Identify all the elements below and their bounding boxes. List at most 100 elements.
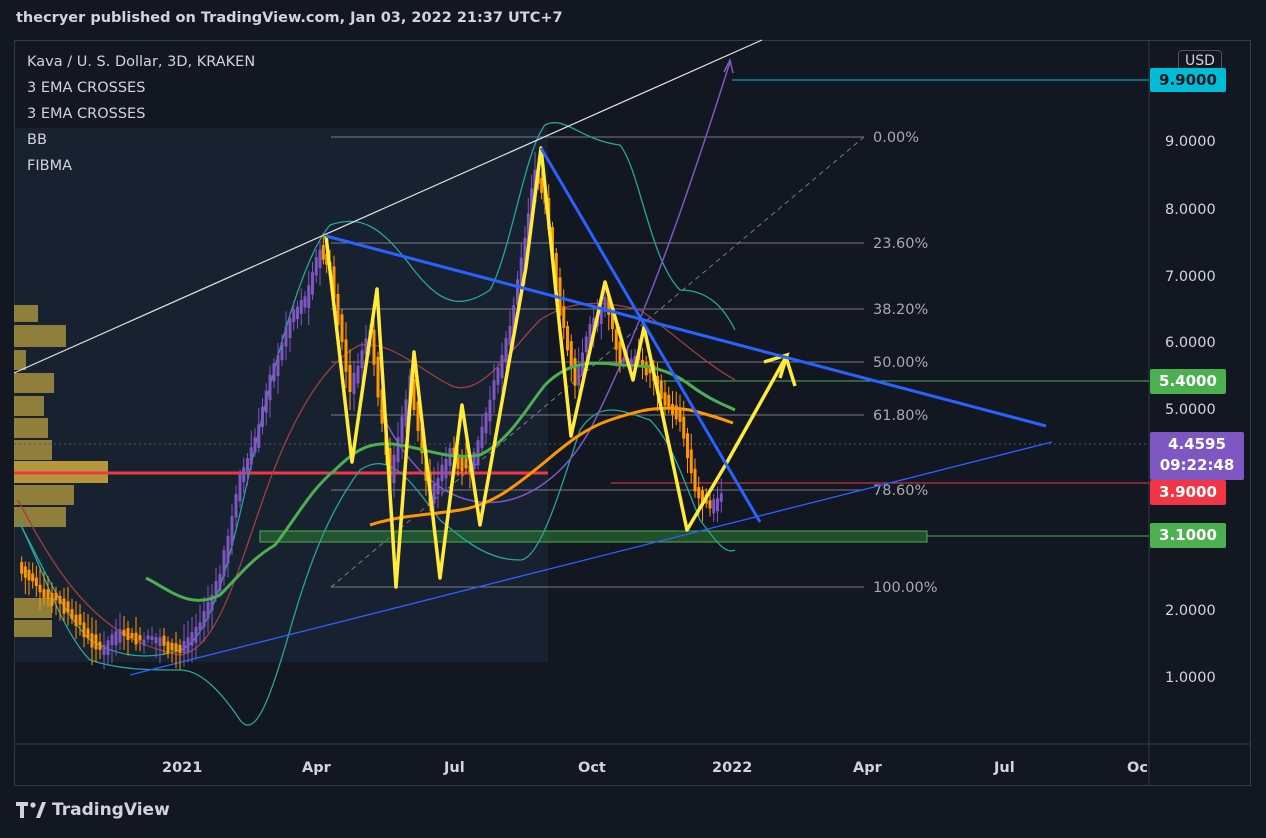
candle-body [588, 324, 592, 348]
candle-body [142, 639, 146, 646]
candle-body [194, 626, 198, 643]
candle-body [202, 611, 206, 628]
candle-body [210, 594, 214, 611]
volume-profile [14, 305, 108, 637]
x-tick-jul: Jul [443, 760, 465, 776]
candle-body [257, 424, 261, 449]
candle-body [460, 456, 464, 472]
candle-body [530, 188, 534, 221]
candle-body [622, 358, 626, 363]
candle-body [303, 296, 307, 308]
candle-body [122, 629, 126, 637]
bar-countdown: 09:22:48 [1159, 456, 1235, 474]
candle-body [420, 423, 424, 454]
candle-body [150, 636, 154, 640]
candle-body [31, 573, 35, 582]
candle-body [508, 325, 512, 346]
candle-body [234, 494, 238, 518]
price-tag-red: 3.9000 [1150, 480, 1226, 505]
fib-label-236: 23.60% [873, 236, 928, 252]
vp-bar [14, 598, 52, 618]
candle-body [432, 484, 436, 504]
candle-body [659, 380, 663, 399]
price-tag-cyan: 9.9000 [1150, 68, 1226, 92]
candle-body [480, 426, 484, 449]
x-tick-2022: 2022 [712, 760, 752, 776]
steep-trendline [539, 147, 762, 523]
candle-body [404, 399, 408, 427]
zigzag-pattern [324, 146, 728, 589]
y-tick-9: 9.0000 [1165, 134, 1216, 150]
x-tick-2021: 2021 [162, 760, 202, 776]
candle-body [464, 458, 468, 469]
candle-body [614, 329, 618, 350]
indicator-bb[interactable]: BB [27, 132, 47, 148]
x-tick-oct: Oct [578, 760, 606, 776]
publish-header: thecryer published on TradingView.com, J… [16, 10, 563, 26]
candle-body [348, 364, 352, 393]
candle-body [90, 633, 94, 648]
candle-body [674, 405, 678, 420]
candle-body [186, 637, 190, 653]
tradingview-logo[interactable]: TradingView [16, 800, 170, 820]
candle-body [130, 632, 134, 639]
projection-arrow-head [763, 352, 790, 379]
candle-body [569, 341, 573, 367]
indicator-ema-1[interactable]: 3 EMA CROSSES [27, 80, 146, 96]
candle-body [352, 372, 356, 394]
symbol-title[interactable]: Kava / U. S. Dollar, 3D, KRAKEN [27, 54, 256, 70]
candle-body [38, 584, 42, 593]
candle-body [42, 589, 46, 598]
candlesticks [20, 151, 723, 670]
candle-body [526, 213, 530, 242]
candle-body [633, 356, 637, 367]
candle-body [134, 632, 138, 645]
candle-body [523, 237, 527, 270]
fib-label-0: 0.00% [873, 130, 919, 146]
candle-body [23, 566, 27, 578]
candle-body [126, 628, 130, 640]
candle-body [712, 499, 716, 514]
indicator-fibma[interactable]: FIBMA [27, 158, 72, 174]
y-tick-7: 7.0000 [1165, 269, 1216, 285]
projection-arrow [724, 355, 797, 465]
candle-body [618, 341, 622, 364]
current-price-tag: 4.4595 09:22:48 [1150, 432, 1244, 480]
candle-body [492, 380, 496, 400]
candle-body [214, 581, 218, 596]
support-zone [259, 530, 928, 543]
candle-body [476, 440, 480, 466]
vp-bar [14, 507, 66, 527]
vp-bar [14, 485, 74, 505]
candle-body [280, 342, 284, 361]
vp-bar [14, 418, 48, 438]
candle-body [182, 641, 186, 654]
current-price-value: 4.4595 [1168, 435, 1226, 453]
candle-body [325, 253, 329, 265]
vp-bar [14, 305, 38, 322]
candle-body [98, 641, 102, 650]
candle-body [154, 637, 158, 644]
candle-body [174, 643, 178, 652]
candle-body [170, 642, 174, 651]
fib-label-618: 61.80% [873, 408, 928, 424]
vp-bar [14, 373, 54, 393]
indicator-ema-2[interactable]: 3 EMA CROSSES [27, 106, 146, 122]
candle-body [288, 318, 292, 339]
candle-body [158, 637, 162, 647]
price-tag-green-lower: 3.1000 [1150, 523, 1226, 548]
vp-bar [14, 620, 52, 637]
candle-body [102, 644, 106, 655]
candle-body [74, 614, 78, 627]
candle-body [198, 622, 202, 631]
fib-label-786: 78.60% [873, 483, 928, 499]
candle-body [206, 601, 210, 619]
vp-bar [14, 396, 44, 416]
candle-body [190, 632, 194, 646]
candle-body [682, 416, 686, 439]
candle-body [246, 458, 249, 472]
candle-body [296, 306, 299, 320]
candle-body [519, 257, 523, 291]
candle-body [641, 359, 644, 367]
